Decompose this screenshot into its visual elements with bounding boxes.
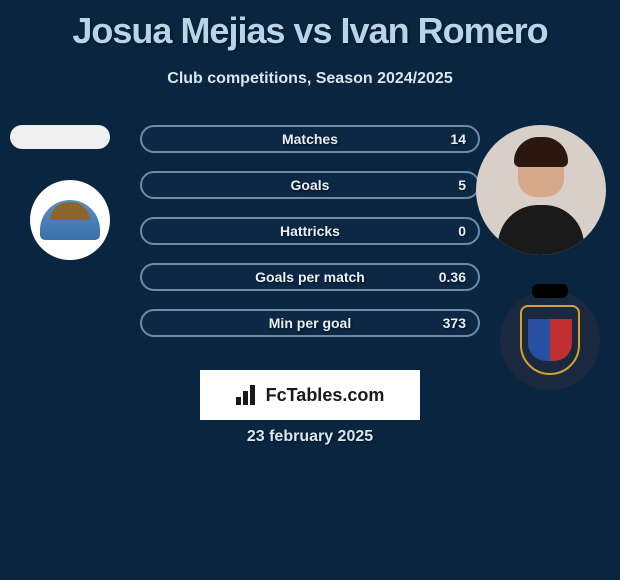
stat-row: Hattricks 0 [140, 217, 480, 245]
stat-value-right: 5 [458, 177, 466, 193]
date-label: 23 february 2025 [0, 428, 620, 446]
stat-label: Min per goal [269, 315, 351, 331]
player-right-photo [476, 125, 606, 255]
stat-value-right: 14 [450, 131, 466, 147]
stat-value-right: 0.36 [439, 269, 466, 285]
stat-label: Goals per match [255, 269, 365, 285]
player-left-photo [10, 125, 110, 149]
stat-label: Goals [291, 177, 330, 193]
club-right-badge [500, 290, 600, 390]
stats-container: Matches 14 Goals 5 Hattricks 0 Goals per… [140, 125, 480, 355]
club-left-badge [30, 180, 110, 260]
stat-label: Hattricks [280, 223, 340, 239]
stat-row: Goals 5 [140, 171, 480, 199]
stat-value-right: 0 [458, 223, 466, 239]
stat-value-right: 373 [443, 315, 466, 331]
stat-row: Goals per match 0.36 [140, 263, 480, 291]
stat-row: Min per goal 373 [140, 309, 480, 337]
page-title: Josua Mejias vs Ivan Romero [0, 0, 620, 52]
page-subtitle: Club competitions, Season 2024/2025 [0, 70, 620, 88]
watermark: FcTables.com [200, 370, 420, 420]
stat-row: Matches 14 [140, 125, 480, 153]
chart-icon [236, 385, 260, 405]
watermark-text: FcTables.com [266, 385, 385, 406]
stat-label: Matches [282, 131, 338, 147]
